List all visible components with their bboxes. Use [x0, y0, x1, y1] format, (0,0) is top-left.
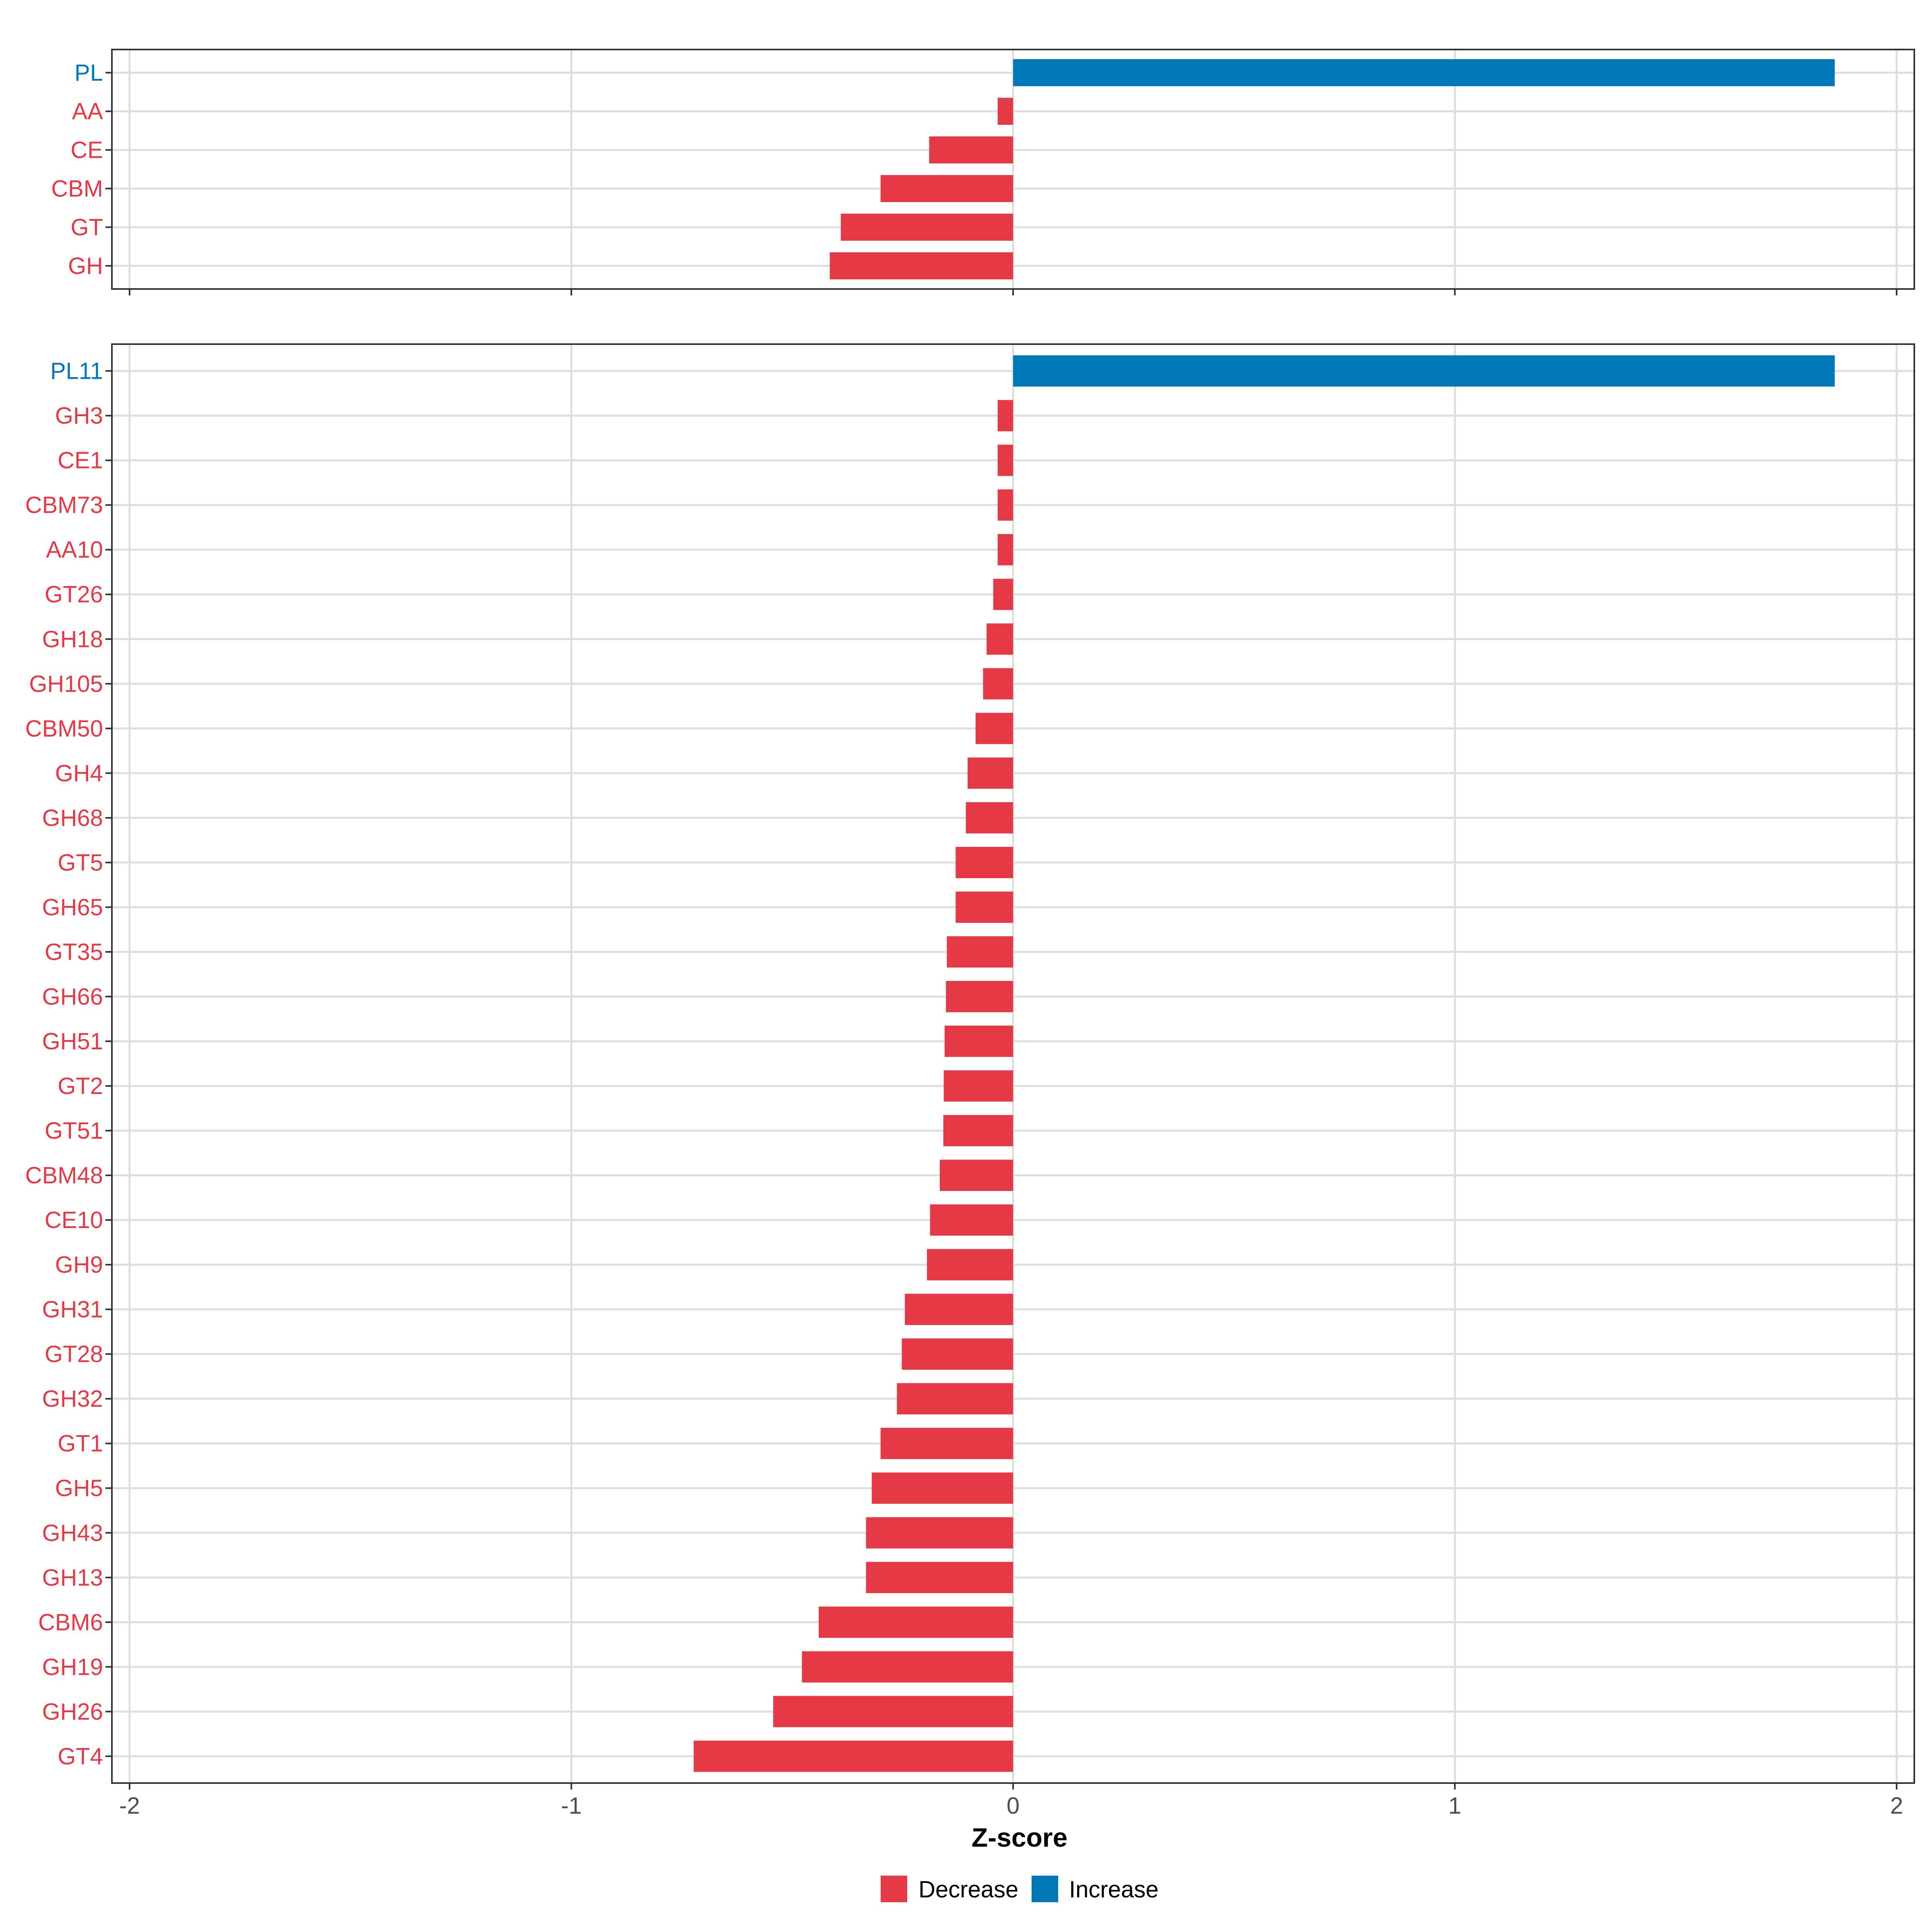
category-label-ce10: CE10 — [45, 1207, 103, 1233]
category-label-gt26: GT26 — [45, 582, 103, 608]
category-label-gh65: GH65 — [42, 894, 103, 921]
legend-swatch-increase — [1032, 1876, 1058, 1902]
category-label-gh105: GH105 — [29, 671, 103, 697]
x-tick-label: 1 — [1448, 1793, 1461, 1819]
bar-cbm48 — [939, 1160, 1013, 1191]
bar-gh66 — [946, 981, 1013, 1012]
category-label-gt5: GT5 — [58, 850, 103, 876]
bar-gt26 — [993, 578, 1013, 610]
bar-gt4 — [694, 1740, 1013, 1772]
bar-gt5 — [956, 847, 1013, 878]
category-label-gh51: GH51 — [42, 1028, 103, 1055]
bar-cbm6 — [819, 1606, 1013, 1638]
category-label-gh4: GH4 — [55, 760, 103, 786]
category-label-gt51: GT51 — [45, 1118, 103, 1144]
bar-ce10 — [930, 1204, 1013, 1236]
legend: Decrease Increase — [881, 1876, 1158, 1903]
bar-gt28 — [902, 1338, 1013, 1370]
category-label-gt28: GT28 — [45, 1341, 103, 1367]
bar-gh31 — [905, 1294, 1013, 1325]
category-label-cbm48: CBM48 — [25, 1162, 103, 1189]
category-label-aa: AA — [72, 99, 103, 125]
bar-aa10 — [997, 534, 1013, 566]
category-label-cbm50: CBM50 — [25, 716, 103, 742]
legend-swatch-decrease — [881, 1876, 907, 1902]
category-label-gh68: GH68 — [42, 805, 103, 831]
bar-gh18 — [987, 623, 1013, 655]
category-label-ce: CE — [70, 137, 103, 163]
category-label-gh26: GH26 — [42, 1699, 103, 1725]
category-label-cbm: CBM — [51, 175, 103, 202]
x-tick-label: -2 — [119, 1793, 140, 1819]
bar-gh3 — [997, 400, 1013, 431]
category-label-cbm6: CBM6 — [38, 1609, 103, 1635]
category-label-gh13: GH13 — [42, 1565, 103, 1591]
bar-gh43 — [866, 1517, 1013, 1549]
category-label-gh19: GH19 — [42, 1654, 103, 1680]
category-label-pl: PL — [74, 60, 103, 86]
bar-gh5 — [871, 1472, 1013, 1504]
x-tick-label: 2 — [1890, 1793, 1903, 1819]
bar-gh68 — [966, 802, 1013, 834]
bar-gt1 — [880, 1428, 1013, 1459]
x-axis-title: Z-score — [972, 1823, 1067, 1852]
bar-gh9 — [927, 1249, 1013, 1280]
x-tick-label: 0 — [1007, 1793, 1020, 1819]
bar-gh105 — [983, 668, 1013, 700]
category-label-gh31: GH31 — [42, 1296, 103, 1323]
bar-ce1 — [997, 444, 1013, 476]
bar-gh — [830, 252, 1013, 280]
bar-gt — [840, 213, 1013, 241]
category-label-gt35: GT35 — [45, 939, 103, 965]
bar-gh19 — [802, 1651, 1013, 1683]
bar-gh13 — [866, 1562, 1013, 1593]
category-label-gt1: GT1 — [58, 1430, 103, 1457]
bar-gh26 — [773, 1696, 1013, 1728]
category-label-gh66: GH66 — [42, 984, 103, 1010]
bar-cbm — [880, 175, 1013, 202]
bar-gh65 — [956, 892, 1013, 923]
legend-label-increase: Increase — [1069, 1876, 1158, 1903]
category-label-cbm73: CBM73 — [25, 492, 103, 518]
category-label-gh3: GH3 — [55, 403, 103, 429]
bar-gt35 — [947, 936, 1013, 968]
x-tick-label: -1 — [561, 1793, 582, 1819]
bar-pl11 — [1013, 355, 1835, 387]
bar-gt51 — [943, 1115, 1013, 1146]
category-label-gh9: GH9 — [55, 1252, 103, 1278]
bar-gh4 — [967, 757, 1013, 789]
bar-cbm50 — [975, 712, 1013, 744]
legend-label-decrease: Decrease — [919, 1876, 1018, 1903]
bar-pl — [1013, 59, 1835, 87]
category-label-gt2: GT2 — [58, 1073, 103, 1099]
category-label-gh43: GH43 — [42, 1520, 103, 1546]
bar-gh51 — [944, 1026, 1013, 1057]
category-label-gt: GT — [70, 214, 103, 240]
bar-gh32 — [897, 1383, 1013, 1415]
bar-aa — [997, 97, 1013, 125]
category-label-gh32: GH32 — [42, 1386, 103, 1412]
category-label-gt4: GT4 — [58, 1743, 103, 1769]
category-label-aa10: AA10 — [46, 537, 103, 563]
category-label-gh5: GH5 — [55, 1475, 103, 1501]
bar-gt2 — [943, 1070, 1013, 1102]
bottom-panel: PL11 GH3 CE1 CBM73 AA10 GT26 GH18 GH105 CBM50 GH4… — [25, 343, 1915, 1819]
category-label-ce1: CE1 — [58, 448, 103, 474]
bar-cbm73 — [997, 489, 1013, 521]
category-label-pl11: PL11 — [50, 358, 103, 384]
category-label-gh: GH — [68, 253, 103, 279]
bar-ce — [929, 136, 1013, 164]
category-label-gh18: GH18 — [42, 626, 103, 652]
top-panel: PL AA CE CBM GT GH — [51, 49, 1915, 295]
